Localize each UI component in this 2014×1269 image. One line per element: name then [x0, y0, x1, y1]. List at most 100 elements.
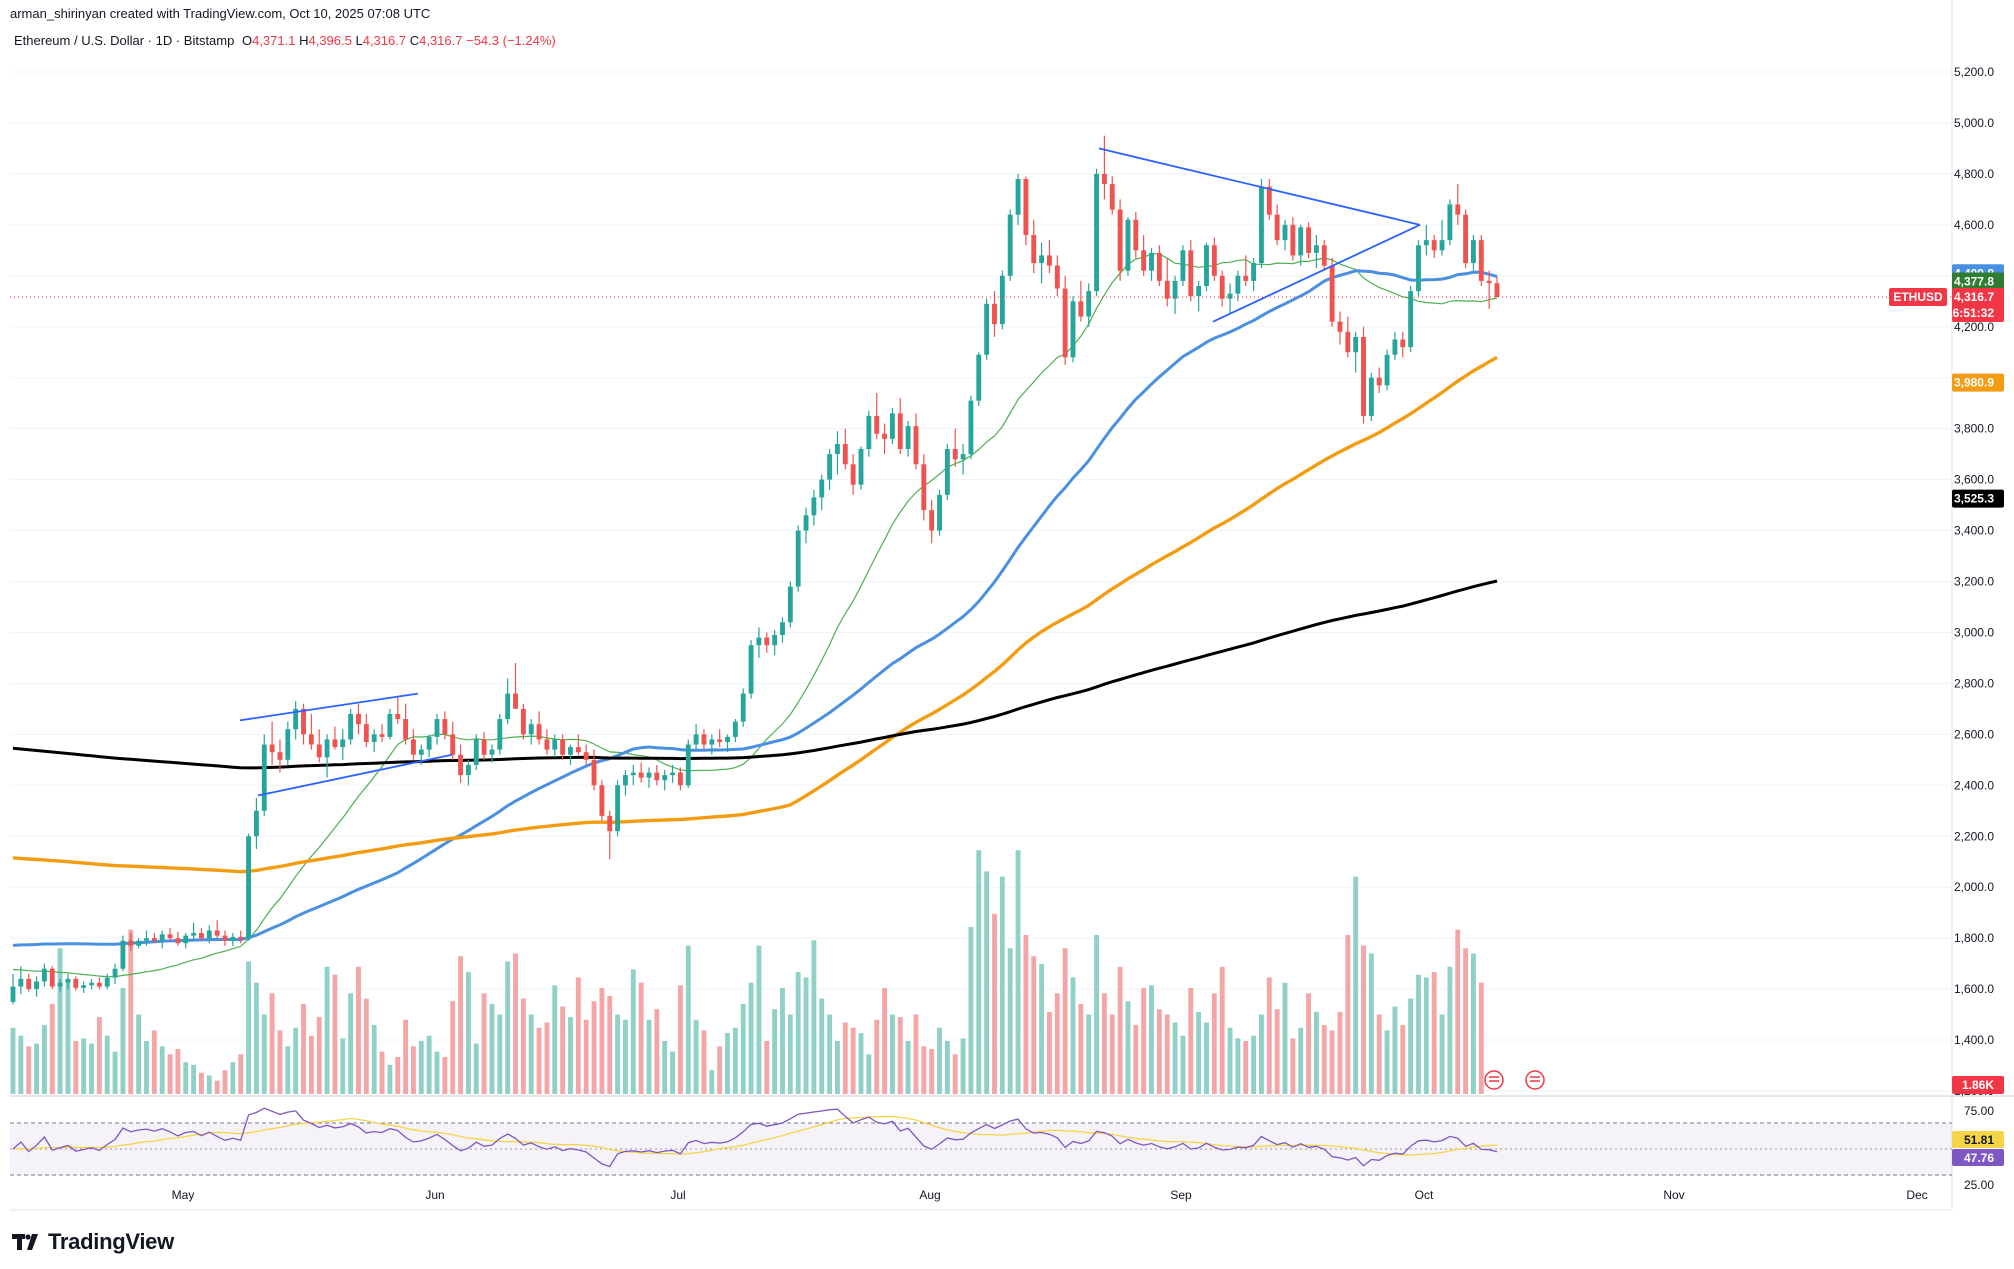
y-tick-label: 1,400.0: [1954, 1033, 1994, 1047]
volume-bar: [764, 1041, 770, 1094]
volume-bar: [850, 1027, 856, 1094]
volume-bar: [411, 1046, 416, 1094]
candle: [34, 976, 39, 997]
candle-body: [293, 708, 299, 730]
candle: [1251, 257, 1257, 292]
rsi-ma-value-bg: [1952, 1131, 2004, 1148]
volume-bar: [780, 988, 785, 1094]
candle-body: [411, 739, 416, 755]
candle-body: [253, 810, 259, 837]
candle-body: [1023, 178, 1029, 236]
candle-body: [481, 739, 487, 755]
candle-body: [1211, 245, 1217, 276]
candle-body: [1188, 250, 1194, 297]
candle: [1486, 270, 1492, 309]
volume-bar: [1431, 972, 1437, 1094]
rsi-upper-label: 75.00: [1964, 1104, 1994, 1118]
volume-bar: [34, 1043, 39, 1094]
candle-body: [1282, 224, 1288, 241]
candle: [1054, 255, 1060, 297]
volume-bar: [1384, 1030, 1390, 1094]
volume-bar: [1266, 977, 1272, 1094]
candle-body: [1416, 245, 1421, 292]
candle-body: [1266, 186, 1272, 215]
volume-bar: [1211, 993, 1217, 1094]
candle: [827, 449, 833, 490]
candle-body: [1101, 173, 1107, 185]
candle: [112, 963, 118, 985]
candle-body: [379, 734, 385, 737]
candle-body: [489, 749, 495, 755]
volume-bar: [646, 1019, 652, 1094]
candle-body: [575, 747, 581, 753]
candle-body: [104, 977, 110, 987]
candle-body: [505, 693, 511, 720]
candle-body: [332, 739, 338, 748]
volume-bar: [583, 1019, 589, 1094]
candle: [371, 729, 377, 753]
price-label-text: 4,377.8: [1954, 274, 1994, 288]
candle: [740, 688, 746, 727]
volume-bar: [332, 974, 338, 1094]
tradingview-logo[interactable]: TradingView: [12, 1229, 174, 1255]
candle-body: [214, 930, 220, 936]
volume-bar: [57, 948, 63, 1094]
event-icon-flag: [1489, 1076, 1499, 1082]
volume-bar: [1274, 1009, 1280, 1094]
volume-bar: [717, 1046, 723, 1094]
candle-body: [662, 775, 668, 781]
candle-body: [913, 426, 919, 465]
candle-body: [1408, 291, 1414, 348]
volume-bar: [1180, 1035, 1186, 1094]
candle: [1094, 168, 1099, 297]
y-tick-label: 3,400.0: [1954, 524, 1994, 538]
candle: [560, 734, 566, 760]
volume-bar: [560, 1006, 566, 1094]
volume-bar: [842, 1022, 848, 1094]
candle: [575, 734, 581, 755]
candle-body: [387, 713, 393, 737]
candle-body: [1141, 250, 1147, 271]
candle-body: [238, 936, 244, 940]
candle: [897, 398, 903, 455]
candle: [819, 474, 825, 511]
volume-bar: [1094, 935, 1099, 1094]
candle: [882, 423, 887, 455]
candle: [214, 920, 220, 939]
candle: [442, 711, 448, 740]
candle-body: [709, 739, 715, 745]
candle: [1031, 219, 1037, 274]
candle-body: [630, 772, 636, 776]
candle-body: [1306, 227, 1311, 253]
candle-body: [819, 479, 825, 498]
candle: [677, 767, 683, 791]
candle: [1062, 275, 1068, 365]
candle: [26, 973, 32, 992]
volume-bar: [1101, 993, 1107, 1094]
candle-body: [442, 719, 448, 735]
volume-bar: [41, 1025, 47, 1094]
price-label-bg: [1952, 288, 2004, 323]
volume-bar: [756, 945, 762, 1094]
volume-bar: [1408, 998, 1414, 1094]
volume-label: 1.86K: [1952, 1076, 2004, 1094]
low-value: 4,316.7: [362, 33, 407, 48]
candle: [756, 627, 762, 658]
candle-body: [285, 729, 291, 760]
volume-bar: [1039, 964, 1045, 1094]
candle-body: [1368, 377, 1374, 416]
volume-bar: [81, 1038, 87, 1094]
candle: [1259, 178, 1264, 269]
candle-body: [646, 772, 652, 778]
volume-bar: [151, 1030, 157, 1094]
candle: [1353, 331, 1359, 373]
volume-bar: [670, 1051, 675, 1094]
candle-body: [1117, 209, 1123, 271]
volume-bar: [277, 1030, 283, 1094]
candle-body: [1125, 219, 1131, 271]
candle: [748, 640, 754, 699]
candle-body: [230, 936, 236, 941]
candle-body: [1196, 285, 1202, 297]
candle-body: [999, 275, 1005, 325]
